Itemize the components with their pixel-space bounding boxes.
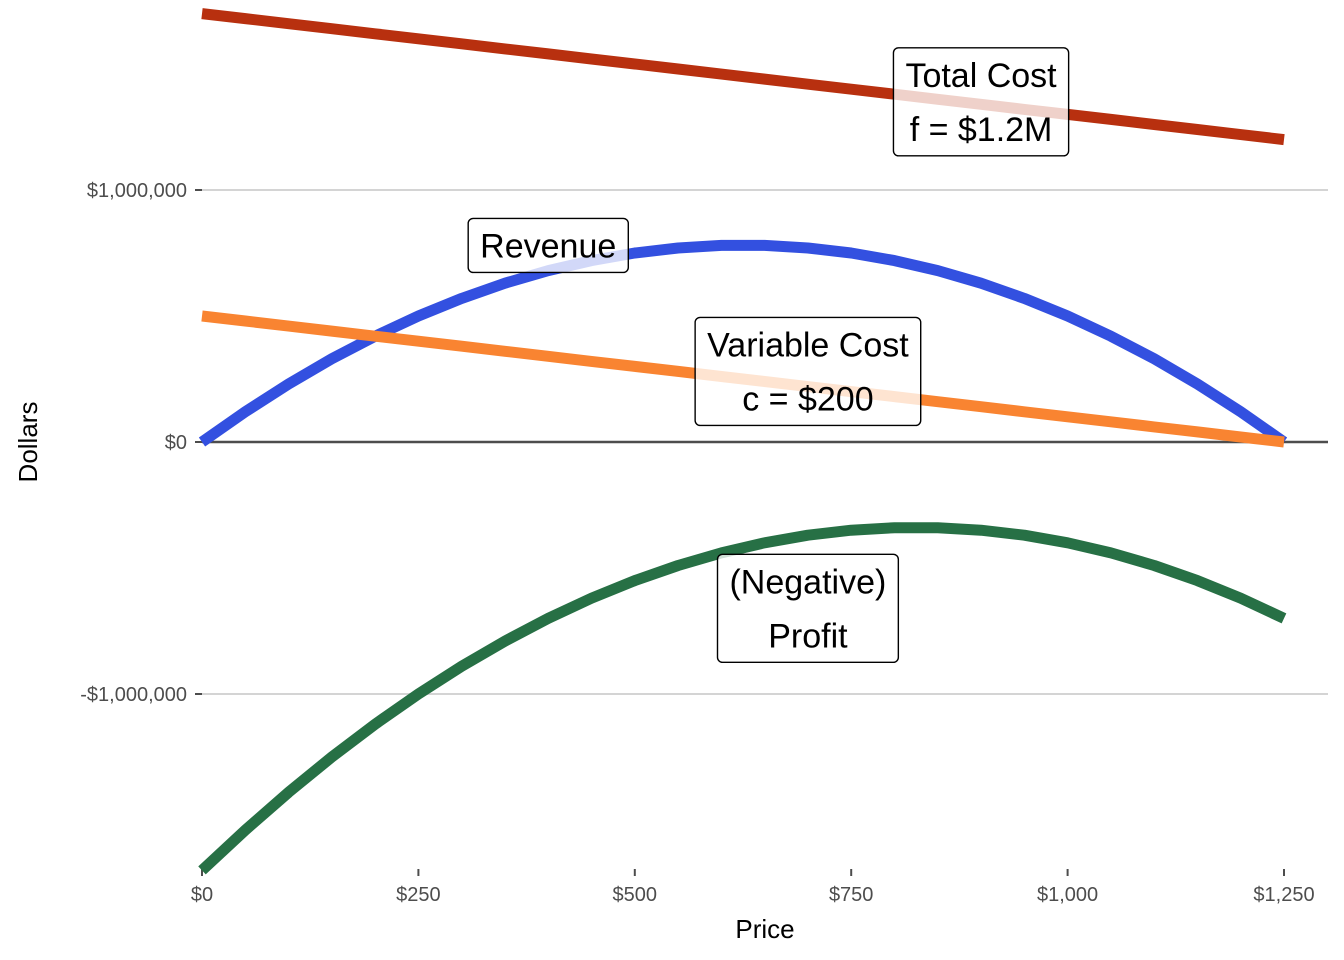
annotation-text: (Negative) [729, 563, 886, 601]
annotation-text: Revenue [480, 227, 616, 265]
annotation-box [892, 47, 1070, 157]
annotation-label: (Negative) Profit [716, 553, 900, 664]
annotation-text: Profit [768, 617, 848, 655]
x-tick-label: $1,250 [1253, 884, 1314, 906]
x-axis: $0 $250 $500 $750 $1,000 $1,250 [191, 869, 1315, 906]
annotation-layer: Total Cost f = $1.2M Revenue Variable Cost c… [467, 47, 1070, 664]
annotation-text: c = $200 [742, 380, 873, 418]
x-tick-label: $250 [396, 884, 441, 906]
series-line-total-cost [201, 8, 1285, 146]
annotation-text: f = $1.2M [910, 111, 1053, 149]
annotation-text: Variable Cost [707, 326, 909, 364]
x-tick-label: $500 [613, 884, 658, 906]
series-line-negative-profit [198, 522, 1287, 875]
annotation-box [694, 316, 922, 427]
grid-layer [202, 189, 1328, 695]
annotation-label: Variable Cost c = $200 [694, 316, 922, 427]
y-axis: $1,000,000 $0 -$1,000,000 [80, 180, 202, 706]
annotation-label: Revenue [467, 217, 629, 274]
x-tick-label: $0 [191, 884, 213, 906]
y-tick-label: $0 [165, 432, 187, 454]
annotation-box [716, 553, 900, 664]
y-tick-label: $1,000,000 [87, 180, 187, 202]
x-tick-label: $750 [829, 884, 874, 906]
annotation-text: Total Cost [905, 57, 1057, 95]
x-axis-title: Price [735, 914, 794, 944]
y-tick-label: -$1,000,000 [80, 684, 187, 706]
annotation-box [467, 217, 629, 274]
annotation-label: Total Cost f = $1.2M [892, 47, 1070, 157]
y-axis-title: Dollars [13, 402, 43, 483]
x-tick-label: $1,000 [1037, 884, 1098, 906]
